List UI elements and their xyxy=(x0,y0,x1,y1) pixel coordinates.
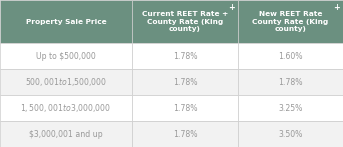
Text: 3.25%: 3.25% xyxy=(278,104,303,113)
Bar xyxy=(132,43,238,69)
Text: 1.78%: 1.78% xyxy=(278,78,303,87)
Text: 1.78%: 1.78% xyxy=(173,130,197,138)
Bar xyxy=(0,43,132,69)
Bar xyxy=(238,69,343,95)
Bar xyxy=(0,121,132,147)
Text: 1.78%: 1.78% xyxy=(173,78,197,87)
Bar xyxy=(238,95,343,121)
Text: 1.60%: 1.60% xyxy=(278,52,303,61)
Text: 3.50%: 3.50% xyxy=(278,130,303,138)
Text: Property Sale Price: Property Sale Price xyxy=(26,19,106,25)
Bar xyxy=(132,69,238,95)
Bar xyxy=(0,69,132,95)
Text: $3,000,001 and up: $3,000,001 and up xyxy=(29,130,103,138)
Bar xyxy=(0,95,132,121)
Bar xyxy=(238,0,343,43)
Text: Up to $500,000: Up to $500,000 xyxy=(36,52,96,61)
Text: 1.78%: 1.78% xyxy=(173,52,197,61)
Text: +: + xyxy=(228,3,235,12)
Text: +: + xyxy=(333,3,340,12)
Bar xyxy=(132,0,238,43)
Text: 1.78%: 1.78% xyxy=(173,104,197,113)
Text: Current REET Rate +
County Rate (King
county): Current REET Rate + County Rate (King co… xyxy=(142,11,228,32)
Bar xyxy=(238,43,343,69)
Text: New REET Rate
County Rate (King
county): New REET Rate County Rate (King county) xyxy=(252,11,329,32)
Bar xyxy=(0,0,132,43)
Text: $1,500,001 to $3,000,000: $1,500,001 to $3,000,000 xyxy=(21,102,111,114)
Text: $500,001 to $1,500,000: $500,001 to $1,500,000 xyxy=(25,76,107,88)
Bar xyxy=(238,121,343,147)
Bar xyxy=(132,121,238,147)
Bar xyxy=(132,95,238,121)
